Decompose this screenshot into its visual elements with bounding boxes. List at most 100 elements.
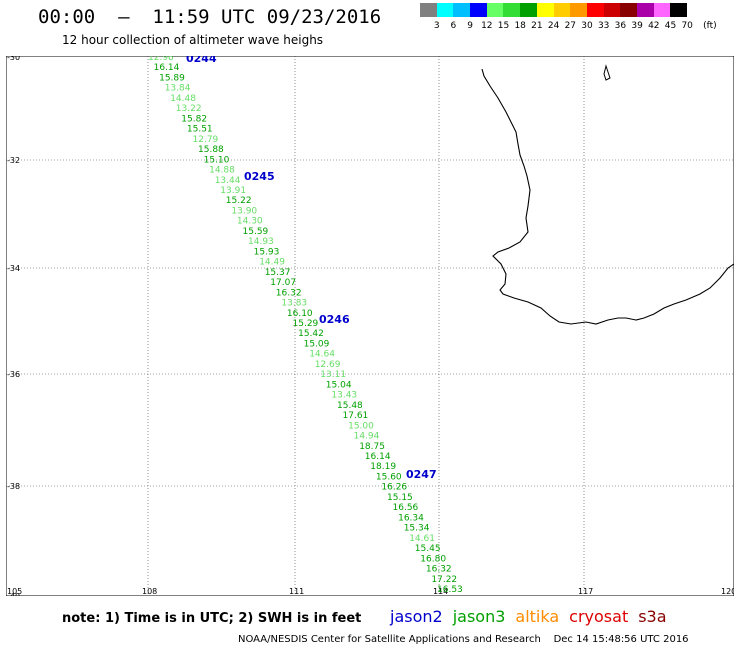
swh-value: 13.90 <box>231 207 257 217</box>
swh-value: 13.84 <box>165 84 191 94</box>
color-scale-label: 3 <box>433 21 440 31</box>
swh-value: 17.61 <box>343 411 369 421</box>
swh-value: 16.14 <box>365 452 391 462</box>
swh-value: 16.56 <box>393 503 419 513</box>
swh-value: 15.45 <box>415 544 441 554</box>
map-title: 00:00 – 11:59 UTC 09/23/2016 <box>38 6 382 28</box>
color-scale-label: 24 <box>547 21 560 31</box>
longitude-label: 108 <box>142 587 157 596</box>
color-swatch <box>670 3 687 17</box>
latitude-label: -38 <box>7 482 20 491</box>
latitude-label: -34 <box>7 264 20 273</box>
color-scale-label: 18 <box>514 21 526 31</box>
swh-value: 12.98 <box>148 56 174 63</box>
color-swatch <box>653 3 671 17</box>
satellite-legend-item: s3a <box>638 607 667 626</box>
latitude-label: -36 <box>7 370 20 379</box>
swh-value: 15.09 <box>304 340 330 350</box>
swh-value: 15.29 <box>293 319 319 329</box>
color-swatch <box>586 3 604 17</box>
track-id-label: 0247 <box>406 468 437 481</box>
footer-credit: NOAA/NESDIS Center for Satellite Applica… <box>238 634 689 645</box>
color-swatch <box>486 3 504 17</box>
swh-value: 15.82 <box>181 114 207 124</box>
latitude-label: -30 <box>7 56 20 62</box>
color-swatch <box>503 3 521 17</box>
swh-value: 16.26 <box>381 483 407 493</box>
color-scale-label: 30 <box>581 21 593 31</box>
color-scale-label: 42 <box>648 21 660 31</box>
swh-value: 15.42 <box>298 329 324 339</box>
color-scale-label: 36 <box>614 21 627 31</box>
color-scale-label: 33 <box>597 21 610 31</box>
track-ids: 0244 0245 0246 0247 <box>186 56 437 481</box>
swh-value: 17.22 <box>431 575 457 585</box>
color-swatch <box>570 3 587 17</box>
longitude-label: 111 <box>289 587 304 596</box>
map-grid: -30 -32 -34 -36 -38 -40105 108 111 114 117 120 <box>6 56 734 596</box>
swh-value: 13.43 <box>331 391 357 401</box>
color-swatch <box>553 3 571 17</box>
swh-value: 15.10 <box>204 155 230 165</box>
swh-value: 15.04 <box>326 380 352 390</box>
longitude-label: 117 <box>578 587 593 596</box>
color-swatch <box>636 3 654 17</box>
swh-labels: 12.9816.1415.8913.8414.4813.2215.8215.51… <box>148 56 463 595</box>
swh-value: 15.59 <box>243 227 269 237</box>
swh-value: 15.60 <box>376 473 402 483</box>
swh-value: 12.69 <box>315 360 341 370</box>
color-swatch <box>620 3 637 17</box>
swh-value: 13.83 <box>281 299 307 309</box>
coastline-path <box>481 68 734 325</box>
track-id-label: 0245 <box>244 170 275 183</box>
swh-value: 18.19 <box>370 462 396 472</box>
color-swatch <box>436 3 454 17</box>
color-scale-label: 12 <box>481 21 493 31</box>
swh-value: 13.11 <box>320 370 346 380</box>
map-subtitle: 12 hour collection of altimeter wave hei… <box>62 33 324 47</box>
color-scale-label: 70 <box>681 21 693 31</box>
color-swatch <box>520 3 537 17</box>
swh-value: 16.34 <box>398 513 424 523</box>
swh-value: 15.37 <box>265 268 291 278</box>
swh-value: 13.22 <box>176 104 202 114</box>
swh-value: 16.14 <box>154 63 180 73</box>
swh-value: 16.32 <box>276 288 302 298</box>
color-scale-label: 21 <box>531 21 543 31</box>
swh-value: 15.15 <box>387 493 413 503</box>
swh-value: 13.44 <box>215 176 241 186</box>
color-scale-label: 6 <box>450 21 457 31</box>
swh-value: 14.48 <box>170 94 196 104</box>
longitude-label: 105 <box>7 587 22 596</box>
swh-value: 14.49 <box>259 258 285 268</box>
color-scale-label: 9 <box>467 21 473 31</box>
swh-value: 15.34 <box>404 524 430 534</box>
longitude-label: 120 <box>721 587 734 596</box>
swh-value: 13.91 <box>220 186 246 196</box>
color-scale-bar <box>420 3 687 17</box>
swh-value: 12.79 <box>193 135 219 145</box>
swh-value: 15.93 <box>254 247 280 257</box>
color-scale-label: 45 <box>664 21 677 31</box>
satellite-legend: jason2 jason3 altika cryosat s3a <box>390 607 677 626</box>
color-scale-label: 39 <box>631 21 643 31</box>
satellite-legend-item: jason2 <box>390 607 443 626</box>
swh-value: 14.94 <box>354 432 380 442</box>
swh-value: 15.89 <box>159 74 185 84</box>
latitude-label: -32 <box>7 156 20 165</box>
color-swatch <box>470 3 487 17</box>
color-swatch <box>453 3 471 17</box>
swh-value: 18.75 <box>359 442 385 452</box>
longitude-label: 114 <box>433 587 448 596</box>
satellite-legend-item: cryosat <box>569 607 629 626</box>
color-swatch <box>603 3 621 17</box>
track-id-label: 0244 <box>186 56 217 65</box>
latitude-label: -40 <box>7 592 20 596</box>
satellite-legend-item: jason3 <box>452 607 506 626</box>
swh-value: 16.10 <box>287 309 313 319</box>
swh-value: 14.30 <box>237 217 263 227</box>
swh-value: 16.80 <box>420 554 446 564</box>
swh-value: 15.48 <box>337 401 363 411</box>
coastline-islet <box>603 64 611 81</box>
swh-value: 14.64 <box>309 350 335 360</box>
